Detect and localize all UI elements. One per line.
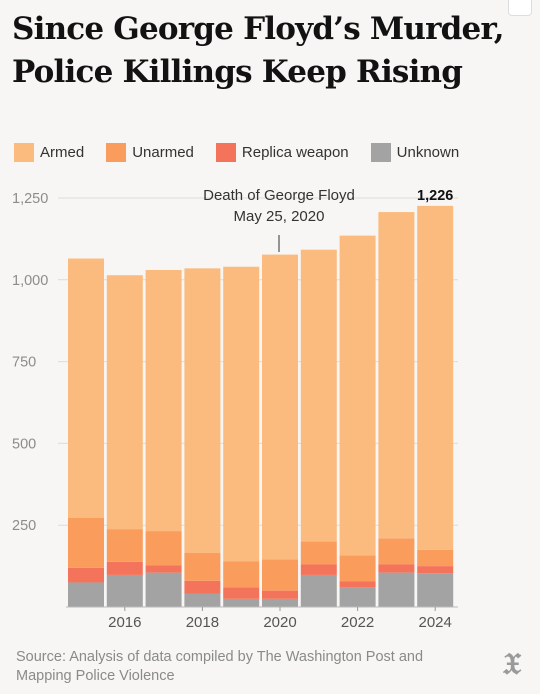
bar-segment-replica-weapon <box>223 587 260 599</box>
bar-segment-unknown <box>339 587 376 607</box>
source-note: Source: Analysis of data compiled by The… <box>16 649 424 684</box>
bar-segment-replica-weapon <box>145 565 182 573</box>
headline: Since George Floyd’s Murder, Police Kill… <box>12 11 505 90</box>
annotation-date: May 25, 2020 <box>234 208 325 225</box>
legend-swatch-replica-weapon <box>215 142 236 162</box>
x-tick-label: 2016 <box>108 614 141 631</box>
bar-segment-unarmed <box>68 518 104 568</box>
bar-segment-armed <box>378 212 415 539</box>
legend-item-armed: Armed <box>14 142 85 162</box>
bar-segment-armed <box>68 258 104 519</box>
x-tick-label: 2024 <box>419 614 452 631</box>
bar-segment-replica-weapon <box>300 564 337 575</box>
bar-segment-armed <box>223 266 260 562</box>
nyt-logo-icon: 𝔛 <box>502 647 522 682</box>
bar-segment-unarmed <box>300 541 337 565</box>
legend-item-unarmed: Unarmed <box>106 142 194 162</box>
bar-segment-unknown <box>106 574 143 607</box>
legend-swatch-unarmed <box>106 142 127 162</box>
bar-segment-unknown <box>184 593 221 607</box>
bar-segment-armed <box>417 205 454 550</box>
y-tick-label: 1,250 <box>12 191 48 207</box>
bar-segment-unarmed <box>378 538 415 565</box>
bar-segment-armed <box>339 235 376 556</box>
annotation-label: Death of George Floyd <box>203 187 355 204</box>
bar-segment-replica-weapon <box>378 564 415 573</box>
legend: Armed Unarmed Replica weapon Unknown <box>14 142 459 162</box>
bar-segment-armed <box>184 268 221 554</box>
bar-segment-replica-weapon <box>106 561 143 575</box>
x-tick-label: 2022 <box>341 614 374 631</box>
legend-swatch-unknown <box>370 142 391 162</box>
legend-swatch-armed <box>14 142 34 162</box>
bar-segment-unknown <box>378 572 415 607</box>
legend-label-unarmed: Unarmed <box>132 143 194 161</box>
bar-segment-unarmed <box>262 559 298 591</box>
bar-segment-unknown <box>417 573 454 607</box>
total-data-label: 1,226 <box>417 188 453 204</box>
bar-segment-unknown <box>262 598 298 607</box>
legend-label-unknown: Unknown <box>396 143 460 161</box>
legend-item-unknown: Unknown <box>370 142 460 162</box>
bar-segment-replica-weapon <box>262 590 298 599</box>
bar-segment-replica-weapon <box>68 567 104 583</box>
x-tick-label: 2020 <box>263 614 296 631</box>
y-tick-label: 750 <box>12 355 36 371</box>
bar-segment-replica-weapon <box>339 581 376 588</box>
legend-label-replica-weapon: Replica weapon <box>241 143 349 161</box>
x-tick-label: 2018 <box>186 614 219 631</box>
bar-segment-replica-weapon <box>184 580 221 594</box>
bar-segment-unarmed <box>339 555 376 582</box>
y-tick-label: 250 <box>12 518 36 534</box>
bar-segment-unknown <box>145 572 182 607</box>
stacked-bar-chart: 250 500 750 1,000 1,250 2016 2018 2020 2022 2024 D… <box>12 187 458 631</box>
bar-segment-unarmed <box>145 531 182 566</box>
bar-segment-unarmed <box>223 561 260 588</box>
bar-segment-unarmed <box>184 553 221 581</box>
bar-segment-replica-weapon <box>417 566 454 574</box>
corner-button[interactable] <box>508 0 532 16</box>
bar-segment-unarmed <box>106 529 143 562</box>
bar-segment-unknown <box>300 574 337 607</box>
y-tick-label: 500 <box>12 436 36 452</box>
legend-label-armed: Armed <box>40 143 85 161</box>
bar-segment-armed <box>300 249 337 542</box>
bar-segment-unknown <box>223 598 260 607</box>
bar-segment-armed <box>262 254 298 560</box>
y-tick-label: 1,000 <box>12 273 48 289</box>
bar-segment-unarmed <box>417 549 454 567</box>
bar-segment-unknown <box>68 582 104 607</box>
bar-segment-armed <box>106 275 143 530</box>
legend-item-replica-weapon: Replica weapon <box>215 142 349 162</box>
bar-segment-armed <box>145 269 182 532</box>
